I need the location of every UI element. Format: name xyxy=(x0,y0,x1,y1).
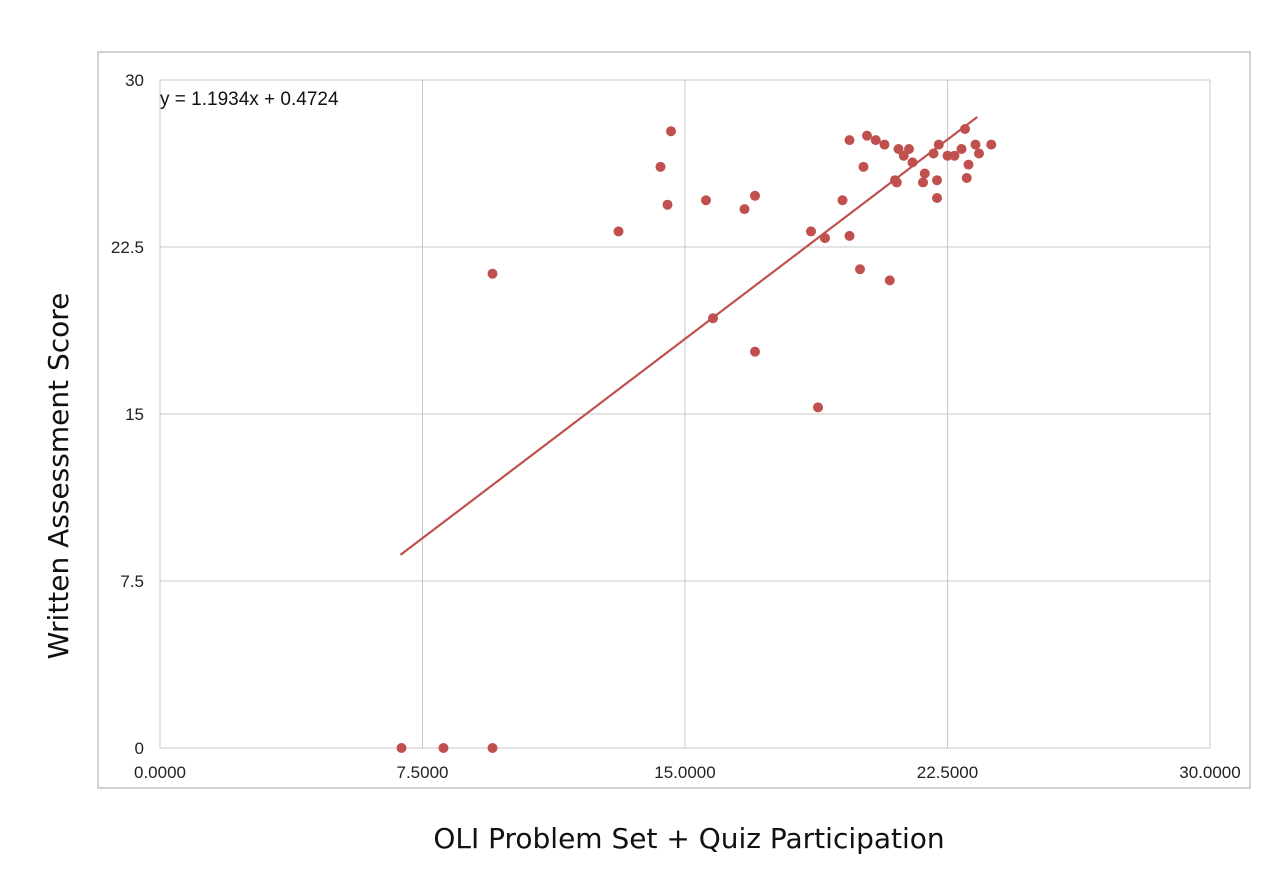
data-point xyxy=(884,275,895,286)
data-point xyxy=(739,204,750,215)
data-point xyxy=(919,168,930,179)
data-point xyxy=(750,346,760,357)
y-tick-label: 0 xyxy=(135,739,144,758)
data-points xyxy=(396,123,997,753)
data-point xyxy=(438,743,449,753)
x-tick-label: 7.5000 xyxy=(397,763,449,782)
data-point xyxy=(487,743,498,753)
data-point xyxy=(891,177,902,188)
data-point xyxy=(820,233,830,244)
data-point xyxy=(942,150,953,161)
data-point xyxy=(837,195,848,206)
data-point xyxy=(879,139,890,150)
data-point xyxy=(974,148,984,159)
data-point xyxy=(666,126,676,137)
data-point xyxy=(961,172,972,183)
x-tick-label: 22.5000 xyxy=(917,763,978,782)
data-point xyxy=(662,199,673,210)
x-tick-label: 15.0000 xyxy=(654,763,715,782)
trendline-group xyxy=(399,116,978,556)
data-point xyxy=(844,230,855,241)
data-point xyxy=(813,402,823,413)
data-point xyxy=(806,226,816,237)
data-point xyxy=(870,135,881,146)
data-point xyxy=(844,135,855,146)
data-point xyxy=(932,175,942,186)
data-point xyxy=(655,161,666,172)
data-point xyxy=(893,144,904,155)
y-tick-label: 7.5 xyxy=(120,572,144,591)
data-point xyxy=(858,161,869,172)
data-point xyxy=(918,177,928,188)
y-tick-label: 30 xyxy=(125,71,144,90)
y-tick-label: 15 xyxy=(125,405,144,424)
data-point xyxy=(708,313,718,324)
data-point xyxy=(487,268,498,279)
data-point xyxy=(956,144,967,155)
chart-frame xyxy=(97,51,1251,789)
y-tick-label: 22.5 xyxy=(111,238,144,257)
x-tick-label: 30.0000 xyxy=(1179,763,1240,782)
data-point xyxy=(986,139,997,150)
data-point xyxy=(970,139,981,150)
data-point xyxy=(928,148,939,159)
data-point xyxy=(750,190,760,201)
tick-labels: 0.0000 7.5000 15.0000 22.5000 30.0000 0 7.5 15 2… xyxy=(111,71,1241,782)
x-axis-title: OLI Problem Set + Quiz Participation xyxy=(433,822,944,855)
data-point xyxy=(933,139,944,150)
data-point xyxy=(396,743,407,753)
data-point xyxy=(855,264,865,275)
trendline xyxy=(399,116,978,556)
gridlines xyxy=(159,79,1211,749)
data-point xyxy=(963,159,974,170)
data-point xyxy=(613,226,624,237)
data-point xyxy=(701,195,711,206)
data-point xyxy=(960,123,970,134)
data-point xyxy=(862,130,872,141)
data-point xyxy=(932,193,942,204)
data-point xyxy=(898,150,909,161)
y-axis-title: Written Assessment Score xyxy=(42,293,75,660)
data-point xyxy=(949,150,960,161)
trendline-equation: y = 1.1934x + 0.4724 xyxy=(160,89,339,110)
data-point xyxy=(904,144,914,155)
data-point xyxy=(907,157,918,168)
x-tick-label: 0.0000 xyxy=(134,763,186,782)
